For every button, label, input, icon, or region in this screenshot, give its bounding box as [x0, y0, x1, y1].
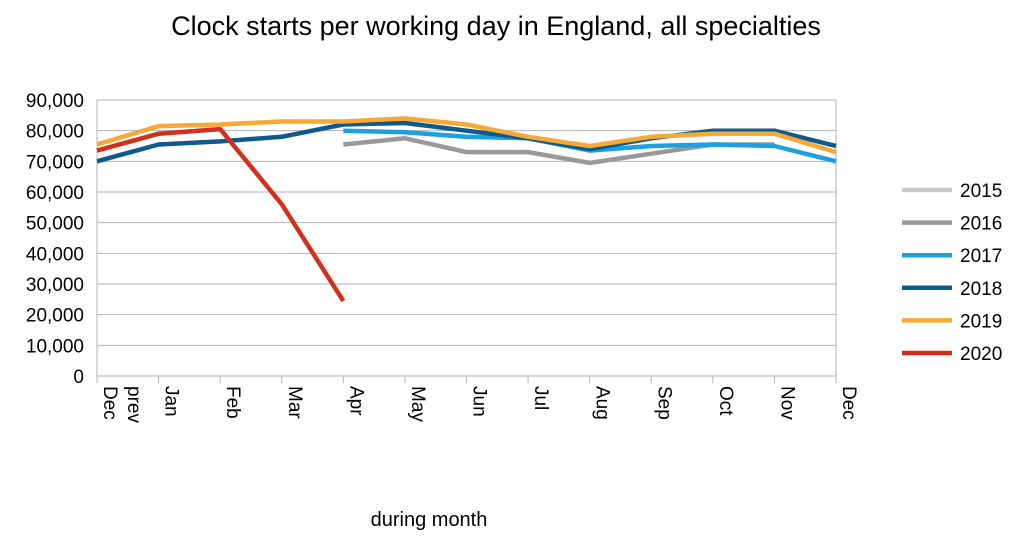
- x-tick-label: Jul: [530, 386, 551, 410]
- y-tick-label: 70,000: [26, 152, 84, 173]
- x-tick-label: Nov: [776, 386, 797, 420]
- x-tick-label: Feb: [222, 386, 243, 419]
- x-tick-label: Apr: [345, 386, 366, 416]
- x-tick-label: Dec: [838, 386, 859, 420]
- x-tick-label: May: [407, 386, 428, 422]
- y-tick-label: 0: [73, 367, 84, 388]
- y-tick-label: 20,000: [26, 306, 84, 327]
- series-line-2018: [96, 120, 837, 164]
- legend: 2015 2016 2017 2018 2019 2020: [902, 181, 1002, 365]
- legend-label: 2020: [960, 344, 1002, 365]
- x-axis-tick-labels: Dec prev Jan Feb Mar Apr May Jun Jul Aug Sep Oct Nov…: [99, 386, 859, 423]
- y-tick-label: 50,000: [26, 214, 84, 235]
- legend-label: 2016: [960, 214, 1002, 235]
- y-tick-label: 90,000: [26, 91, 84, 112]
- y-tick-label: 60,000: [26, 183, 84, 204]
- x-tick-label: Oct: [715, 386, 736, 416]
- x-tick-label: Sep: [653, 386, 674, 420]
- y-tick-label: 80,000: [26, 122, 84, 143]
- x-tick-label: Mar: [284, 386, 305, 419]
- x-tick-label: Jan: [161, 386, 182, 417]
- x-axis-label: during month: [371, 509, 488, 531]
- y-tick-label: 10,000: [26, 336, 84, 357]
- legend-label: 2015: [960, 181, 1002, 202]
- series-line-2019: [96, 116, 837, 155]
- series-line-2020: [96, 126, 346, 303]
- legend-label: 2018: [960, 279, 1002, 300]
- x-tick-label: Dec: [99, 386, 120, 420]
- legend-label: 2017: [960, 246, 1002, 267]
- chart-title: Clock starts per working day in England,…: [171, 11, 821, 41]
- x-tick-label: prev: [123, 386, 144, 423]
- x-tick-label: Aug: [592, 386, 613, 420]
- y-tick-label: 30,000: [26, 275, 84, 296]
- y-tick-label: 40,000: [26, 244, 84, 265]
- series-lines: [96, 116, 837, 303]
- legend-label: 2019: [960, 311, 1002, 332]
- y-axis-tick-labels: 0 10,000 20,000 30,000 40,000 50,000 60,000 70,…: [26, 91, 84, 388]
- x-tick-label: Jun: [469, 386, 490, 417]
